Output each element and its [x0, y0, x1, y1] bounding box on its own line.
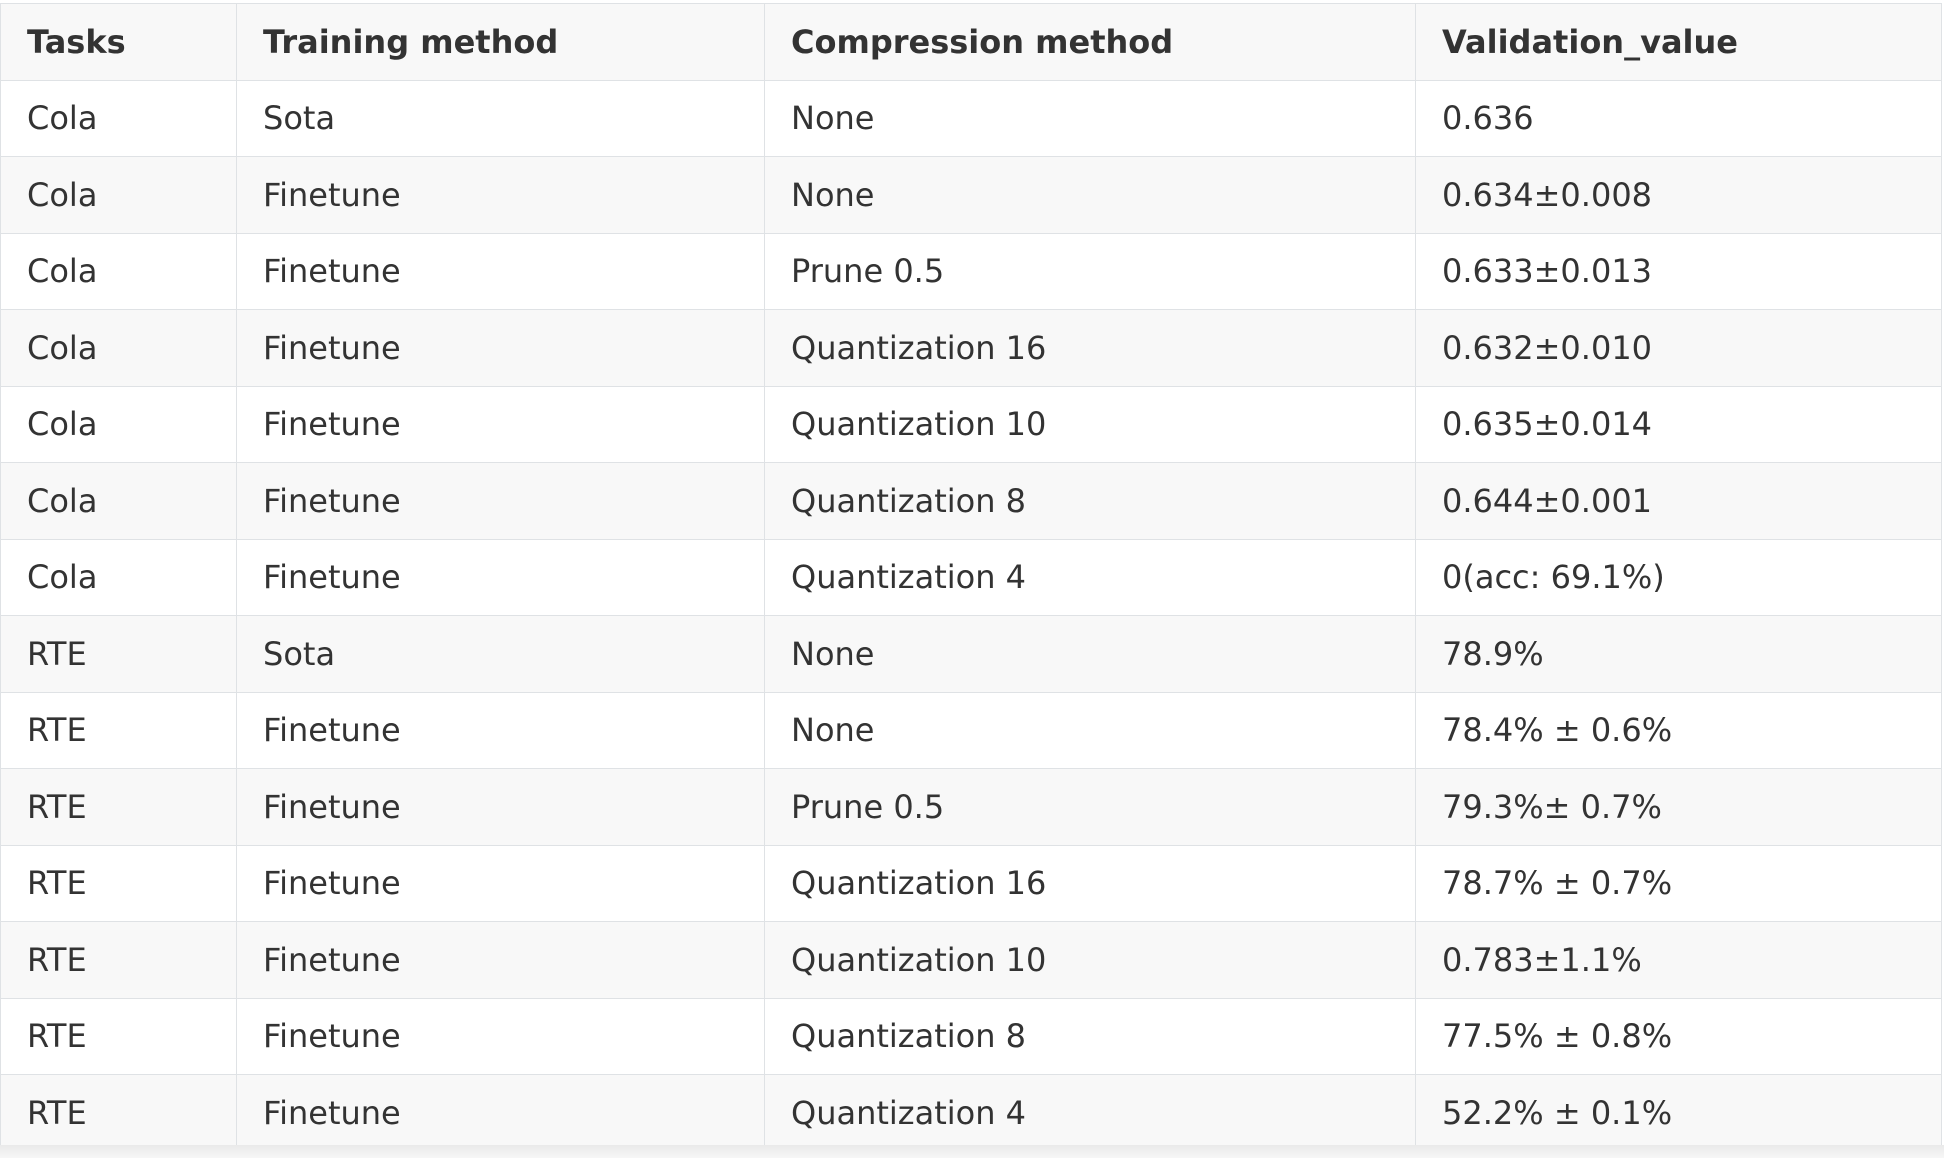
table-row: RTE Finetune Quantization 10 0.783±1.1% [0, 921, 1942, 999]
cell-validation-value: 77.5% ± 0.8% [1415, 997, 1942, 1075]
cell-task: Cola [0, 232, 237, 310]
cell-training-method: Finetune [236, 156, 765, 234]
table-row: RTE Finetune Quantization 8 77.5% ± 0.8% [0, 997, 1942, 1075]
cell-training-method: Finetune [236, 691, 765, 769]
cell-compression-method: None [764, 156, 1416, 234]
cell-training-method: Finetune [236, 462, 765, 540]
cell-validation-value: 0.783±1.1% [1415, 921, 1942, 999]
cell-validation-value: 0(acc: 69.1%) [1415, 538, 1942, 616]
cell-task: RTE [0, 615, 237, 693]
cell-task: RTE [0, 844, 237, 922]
table-row: RTE Sota None 78.9% [0, 615, 1942, 693]
bottom-shadow [0, 1145, 1944, 1158]
cell-validation-value: 52.2% ± 0.1% [1415, 1074, 1942, 1152]
cell-compression-method: Quantization 8 [764, 997, 1416, 1075]
cell-compression-method: Quantization 16 [764, 309, 1416, 387]
cell-compression-method: Prune 0.5 [764, 232, 1416, 310]
cell-training-method: Finetune [236, 768, 765, 846]
cell-compression-method: Quantization 10 [764, 921, 1416, 999]
table-body: Cola Sota None 0.636 Cola Finetune None 0.634±0… [0, 79, 1942, 1152]
cell-compression-method: Quantization 4 [764, 1074, 1416, 1152]
cell-training-method: Sota [236, 79, 765, 157]
cell-task: Cola [0, 385, 237, 463]
cell-task: RTE [0, 1074, 237, 1152]
cell-compression-method: None [764, 79, 1416, 157]
table-row: Cola Finetune Quantization 8 0.644±0.001 [0, 462, 1942, 540]
table-header-row: Tasks Training method Compression method… [0, 3, 1942, 81]
cell-task: Cola [0, 538, 237, 616]
table-row: RTE Finetune Prune 0.5 79.3%± 0.7% [0, 768, 1942, 846]
cell-validation-value: 78.7% ± 0.7% [1415, 844, 1942, 922]
cell-training-method: Finetune [236, 232, 765, 310]
cell-compression-method: Quantization 16 [764, 844, 1416, 922]
cell-validation-value: 0.644±0.001 [1415, 462, 1942, 540]
cell-task: RTE [0, 691, 237, 769]
results-table: Tasks Training method Compression method… [0, 3, 1942, 1152]
table-row: RTE Finetune None 78.4% ± 0.6% [0, 691, 1942, 769]
cell-task: RTE [0, 997, 237, 1075]
cell-compression-method: Prune 0.5 [764, 768, 1416, 846]
table-row: RTE Finetune Quantization 16 78.7% ± 0.7% [0, 844, 1942, 922]
cell-validation-value: 0.632±0.010 [1415, 309, 1942, 387]
results-table-container: Tasks Training method Compression method… [0, 3, 1942, 1152]
cell-validation-value: 78.9% [1415, 615, 1942, 693]
cell-training-method: Finetune [236, 309, 765, 387]
cell-task: Cola [0, 156, 237, 234]
header-validation-value: Validation_value [1415, 3, 1942, 81]
table-row: Cola Finetune Quantization 4 0(acc: 69.1%) [0, 538, 1942, 616]
header-compression-method: Compression method [764, 3, 1416, 81]
cell-validation-value: 0.635±0.014 [1415, 385, 1942, 463]
cell-compression-method: Quantization 4 [764, 538, 1416, 616]
cell-task: RTE [0, 921, 237, 999]
header-tasks: Tasks [0, 3, 237, 81]
table-row: Cola Finetune Quantization 10 0.635±0.014 [0, 385, 1942, 463]
cell-compression-method: None [764, 615, 1416, 693]
cell-training-method: Sota [236, 615, 765, 693]
cell-training-method: Finetune [236, 538, 765, 616]
table-row: Cola Finetune Quantization 16 0.632±0.010 [0, 309, 1942, 387]
table-row: Cola Sota None 0.636 [0, 79, 1942, 157]
table-row: RTE Finetune Quantization 4 52.2% ± 0.1% [0, 1074, 1942, 1152]
cell-validation-value: 0.636 [1415, 79, 1942, 157]
table-row: Cola Finetune None 0.634±0.008 [0, 156, 1942, 234]
cell-task: Cola [0, 79, 237, 157]
cell-validation-value: 79.3%± 0.7% [1415, 768, 1942, 846]
cell-compression-method: None [764, 691, 1416, 769]
cell-task: Cola [0, 462, 237, 540]
table-row: Cola Finetune Prune 0.5 0.633±0.013 [0, 232, 1942, 310]
cell-validation-value: 0.634±0.008 [1415, 156, 1942, 234]
cell-training-method: Finetune [236, 1074, 765, 1152]
cell-training-method: Finetune [236, 997, 765, 1075]
cell-training-method: Finetune [236, 844, 765, 922]
cell-training-method: Finetune [236, 385, 765, 463]
cell-training-method: Finetune [236, 921, 765, 999]
cell-compression-method: Quantization 10 [764, 385, 1416, 463]
header-training-method: Training method [236, 3, 765, 81]
cell-task: RTE [0, 768, 237, 846]
cell-validation-value: 0.633±0.013 [1415, 232, 1942, 310]
cell-compression-method: Quantization 8 [764, 462, 1416, 540]
cell-validation-value: 78.4% ± 0.6% [1415, 691, 1942, 769]
cell-task: Cola [0, 309, 237, 387]
